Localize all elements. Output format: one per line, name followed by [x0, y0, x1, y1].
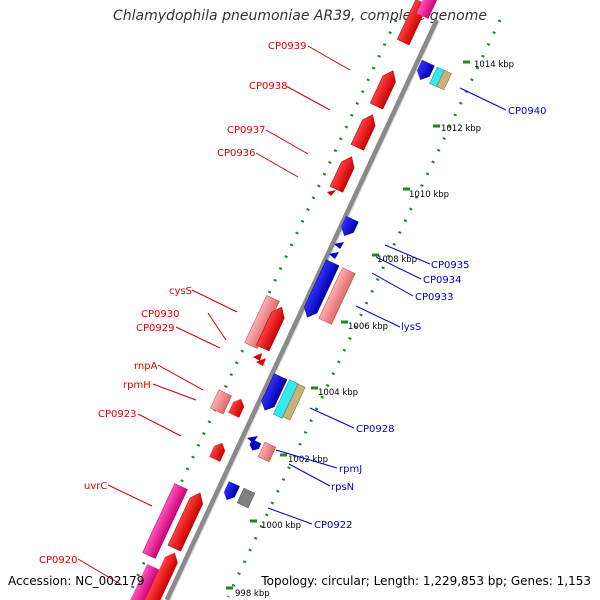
left-leader-lines — [77, 45, 351, 586]
gene-label-CP0939[interactable]: CP0939 — [268, 41, 306, 52]
gene-label-rnpA[interactable]: rnpA — [134, 361, 158, 372]
gene-label-cysS[interactable]: cysS — [169, 286, 192, 297]
gene-label-CP0938[interactable]: CP0938 — [249, 81, 287, 92]
scale-label-1010: 1010 kbp — [409, 190, 449, 200]
gene-label-rpmJ[interactable]: rpmJ — [339, 464, 362, 475]
gene-label-CP0935[interactable]: CP0935 — [431, 260, 469, 271]
genome-backbone — [164, 18, 440, 600]
gene-label-CP0936[interactable]: CP0936 — [217, 148, 255, 159]
gene-label-rpsN[interactable]: rpsN — [331, 482, 354, 493]
scale-ticks — [226, 60, 470, 590]
scale-label-1012: 1012 kbp — [441, 124, 481, 134]
topology-text: Topology: circular; Length: 1,229,853 bp… — [261, 574, 591, 588]
gene-label-CP0933[interactable]: CP0933 — [415, 292, 453, 303]
gene-label-CP0923[interactable]: CP0923 — [98, 409, 136, 420]
scale-label-998: 998 kbp — [235, 589, 270, 599]
scale-label-1002: 1002 kbp — [288, 455, 328, 465]
genome-title: Chlamydophila pneumoniae AR39, complete … — [113, 8, 487, 24]
gene-label-lysS[interactable]: lysS — [401, 322, 421, 333]
gene-label-uvrC[interactable]: uvrC — [84, 481, 107, 492]
gene-label-CP0937[interactable]: CP0937 — [227, 125, 265, 136]
scale-label-1006: 1006 kbp — [348, 322, 388, 332]
scale-label-1000: 1000 kbp — [261, 521, 301, 531]
gene-label-rpmH[interactable]: rpmH — [123, 380, 151, 391]
gene-label-CP0934[interactable]: CP0934 — [423, 275, 461, 286]
gene-label-CP0930[interactable]: CP0930 — [141, 309, 179, 320]
left-strand-genes — [130, 0, 439, 600]
gene-label-CP0940[interactable]: CP0940 — [508, 106, 546, 117]
gene-label-CP0922[interactable]: CP0922 — [314, 520, 352, 531]
gene-label-CP0920[interactable]: CP0920 — [39, 555, 77, 566]
scale-label-1004: 1004 kbp — [318, 388, 358, 398]
gene-label-CP0928[interactable]: CP0928 — [356, 424, 394, 435]
scale-label-1014: 1014 kbp — [474, 60, 514, 70]
accession-text: Accession: NC_002179 — [8, 574, 145, 588]
right-leader-lines — [267, 87, 507, 525]
right-strand-genes — [223, 59, 452, 509]
gene-label-CP0929[interactable]: CP0929 — [136, 323, 174, 334]
scale-label-1008: 1008 kbp — [377, 255, 417, 265]
